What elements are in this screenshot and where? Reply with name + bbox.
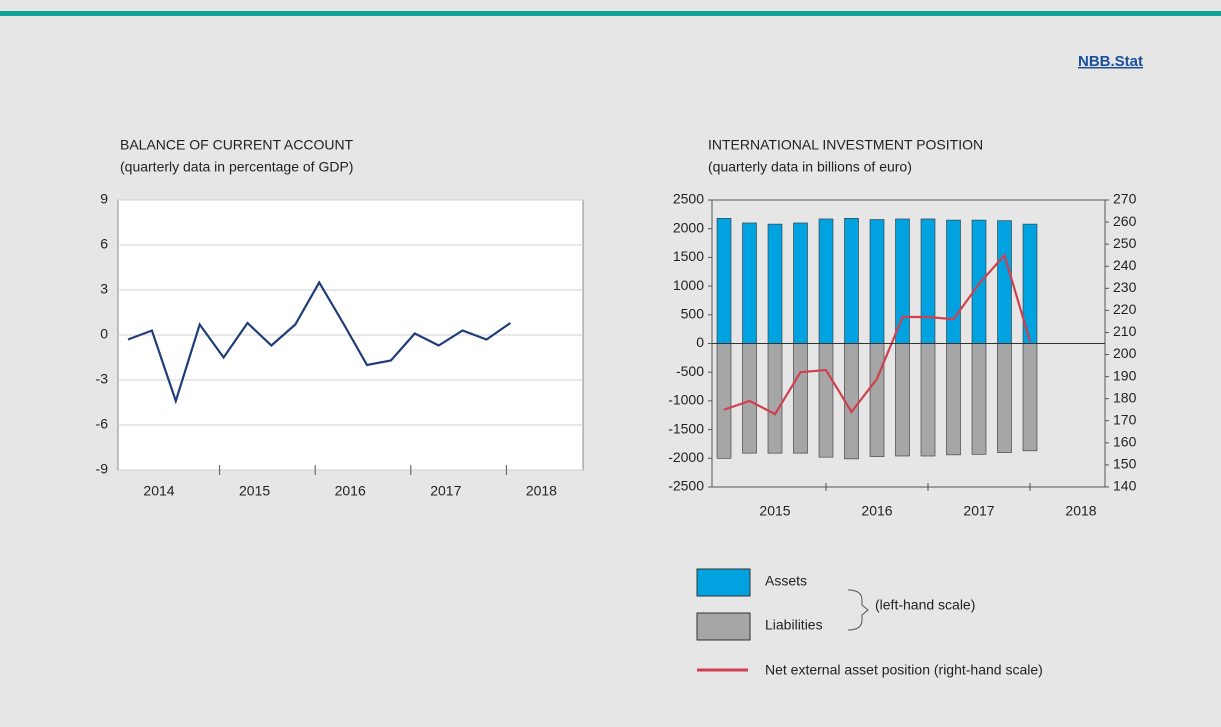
y-tick-label: 6 [100,236,108,252]
y-tick-label: 1000 [673,277,704,293]
legend-label: Assets [765,573,807,589]
y-tick-label: 2500 [673,191,704,207]
legend-label: Net external asset position (right-hand … [765,662,1043,678]
y2-tick-label: 200 [1113,345,1137,361]
y-tick-label: 3 [100,281,108,297]
top-bar [0,11,1221,16]
y2-tick-label: 230 [1113,279,1137,295]
x-tick-label: 2014 [143,483,174,499]
y-tick-label: 0 [100,326,108,342]
bar [793,222,808,344]
y-tick-label: 9 [100,191,108,207]
y-tick-label: -6 [96,416,109,432]
y-tick-label: 0 [696,334,704,350]
y-tick-label: -2000 [668,449,704,465]
y2-tick-label: 270 [1113,191,1137,207]
bar [971,219,987,344]
y2-tick-label: 160 [1113,434,1137,450]
y-tick-label: 1500 [673,248,704,264]
bar [946,219,961,344]
bar [818,218,834,344]
x-tick-label: 2017 [430,483,461,499]
bar [716,218,732,344]
y-tick-label: 2000 [673,219,704,235]
bar [971,343,987,455]
bar [1022,343,1038,452]
chart-subtitle: (quarterly data in billions of euro) [708,159,912,175]
y-tick-label: -1500 [668,420,704,436]
y-tick-label: -500 [676,363,704,379]
y-tick-label: -9 [96,461,109,477]
y2-tick-label: 140 [1113,478,1137,494]
x-tick-label: 2018 [526,483,557,499]
y2-tick-label: 210 [1113,323,1137,339]
bar [716,343,732,459]
bar [742,222,757,344]
y-tick-label: -2500 [668,478,704,494]
bar [767,343,783,454]
legend-label: Liabilities [765,617,823,633]
bar [767,223,783,344]
bar [895,343,910,457]
chart-title: INTERNATIONAL INVESTMENT POSITION [708,137,983,153]
legend-note: (left-hand scale) [875,597,975,613]
legend-brace [847,589,869,631]
y-tick-label: 500 [681,306,705,322]
y2-tick-label: 180 [1113,389,1137,405]
bar [844,218,859,344]
bar [946,343,961,456]
link-text[interactable]: NBB.Stat [1078,53,1143,70]
x-tick-label: 2018 [1065,503,1096,519]
line-series [723,252,1032,416]
bar [869,343,885,457]
x-tick-label: 2016 [335,483,366,499]
x-tick-label: 2015 [239,483,270,499]
bar [997,343,1012,453]
bar [844,343,859,460]
bar [895,218,910,344]
y2-tick-label: 250 [1113,235,1137,251]
legend-swatch [696,568,751,597]
y-tick-label: -3 [96,371,109,387]
y2-tick-label: 260 [1113,213,1137,229]
nbb-link[interactable]: NBB.Stat [1078,53,1143,70]
y2-tick-label: 170 [1113,411,1137,427]
y2-tick-label: 150 [1113,456,1137,472]
bar [869,219,885,344]
line-series [127,280,512,405]
x-tick-label: 2016 [861,503,892,519]
bar [920,343,936,457]
bar [818,343,834,458]
bar [920,218,936,344]
y2-tick-label: 240 [1113,257,1137,273]
bar [997,220,1012,344]
bar [793,343,808,454]
y2-tick-label: 220 [1113,301,1137,317]
bar [742,343,757,454]
legend-swatch [696,612,751,641]
x-tick-label: 2017 [963,503,994,519]
x-tick-label: 2015 [759,503,790,519]
chart-subtitle: (quarterly data in percentage of GDP) [120,159,353,175]
y2-tick-label: 190 [1113,367,1137,383]
y-tick-label: -1000 [668,392,704,408]
chart-title: BALANCE OF CURRENT ACCOUNT [120,137,354,153]
